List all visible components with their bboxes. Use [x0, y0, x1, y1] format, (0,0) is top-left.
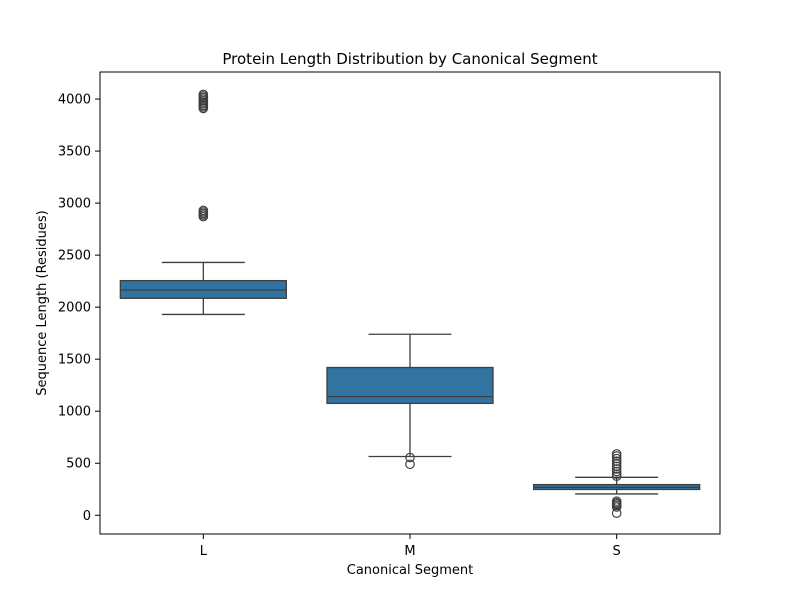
plot-frame: [99, 71, 721, 535]
outlier-point: [611, 453, 622, 464]
outlier-point: [611, 449, 622, 459]
y-tick-label: 2000: [58, 301, 91, 316]
outlier-point: [198, 205, 209, 216]
box-group-S: [533, 449, 701, 518]
y-tick-label: 3000: [58, 197, 91, 212]
chart-title: Protein Length Distribution by Canonical…: [222, 50, 597, 68]
x-axis-label: Canonical Segment: [347, 563, 473, 578]
y-tick-label: 1500: [58, 353, 91, 368]
y-tick-label: 2500: [58, 249, 91, 264]
y-tick-label: 1000: [58, 405, 91, 420]
outlier-point: [405, 459, 415, 470]
plot-area: 0 500 1000 1500 2000 2500 3000 3500 4000 L M S: [58, 71, 721, 559]
y-tick-label: 500: [66, 457, 91, 472]
outlier-point: [405, 452, 415, 463]
x-tick-label: M: [404, 544, 415, 559]
y-tick-label: 0: [83, 509, 91, 524]
iqr-box: [326, 366, 494, 405]
y-tick-label: 4000: [58, 93, 91, 108]
outlier-point: [611, 456, 622, 466]
x-tick-label: S: [613, 544, 621, 559]
y-tick-label: 3500: [58, 145, 91, 160]
box-group-L: [119, 89, 287, 316]
x-tick-label: L: [200, 544, 208, 559]
outlier-point: [198, 89, 209, 100]
box-group-M: [326, 333, 494, 470]
outlier-point: [611, 496, 622, 507]
y-axis-label: Sequence Length (Residues): [35, 210, 50, 395]
